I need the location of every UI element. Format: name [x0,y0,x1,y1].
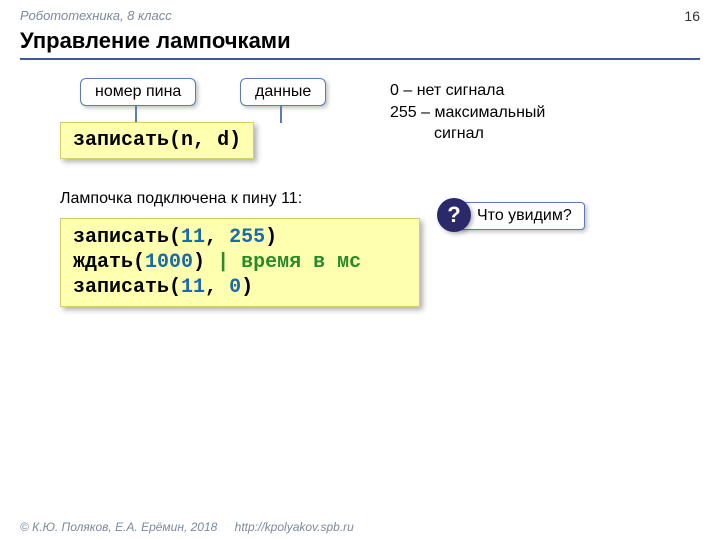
p: ( [133,251,145,274]
footer-url: http://kpolyakov.spb.ru [235,520,354,534]
p: ) [193,251,217,274]
p: ( [169,226,181,249]
legend-line2b: сигнал [434,123,545,145]
paren-open: ( [169,129,181,152]
sep: , [205,276,229,299]
p: ( [169,276,181,299]
label-data: данные [240,78,326,106]
fn: ждать [73,251,133,274]
comment: | время в мс [217,251,361,274]
question-text: Что увидим? [458,202,585,230]
code-line-1: записать(11, 255) [73,225,407,250]
num: 11 [181,276,205,299]
code-line-2: ждать(1000) | время в мс [73,250,407,275]
code-signature: записать(n, d) [60,122,254,159]
num: 255 [229,226,265,249]
subtitle: Лампочка подключена к пину 11: [60,190,302,208]
footer: © К.Ю. Поляков, Е.А. Ерёмин, 2018 http:/… [20,520,354,534]
title-underline [20,58,700,60]
legend-line2a: 255 – максимальный [390,102,545,124]
footer-copyright: © К.Ю. Поляков, Е.А. Ерёмин, 2018 [20,520,217,534]
legend: 0 – нет сигнала 255 – максимальный сигна… [390,80,545,145]
code-fn: записать [73,129,169,152]
page-title: Управление лампочками [20,28,291,54]
code-arg2: d [217,129,229,152]
num: 0 [229,276,241,299]
page-number: 16 [684,8,700,24]
code-sep: , [193,129,217,152]
sep: , [205,226,229,249]
num: 11 [181,226,205,249]
question-icon: ? [437,198,471,232]
fn: записать [73,226,169,249]
connector-data [280,105,282,123]
p: ) [265,226,277,249]
connector-pin [135,105,137,123]
num: 1000 [145,251,193,274]
label-pin: номер пина [80,78,196,106]
code-example: записать(11, 255) ждать(1000) | время в … [60,218,420,307]
course-label: Робототехника, 8 класс [20,8,172,23]
p: ) [241,276,253,299]
fn: записать [73,276,169,299]
code-line-3: записать(11, 0) [73,275,407,300]
legend-line1: 0 – нет сигнала [390,80,545,102]
paren-close: ) [229,129,241,152]
code-arg1: n [181,129,193,152]
